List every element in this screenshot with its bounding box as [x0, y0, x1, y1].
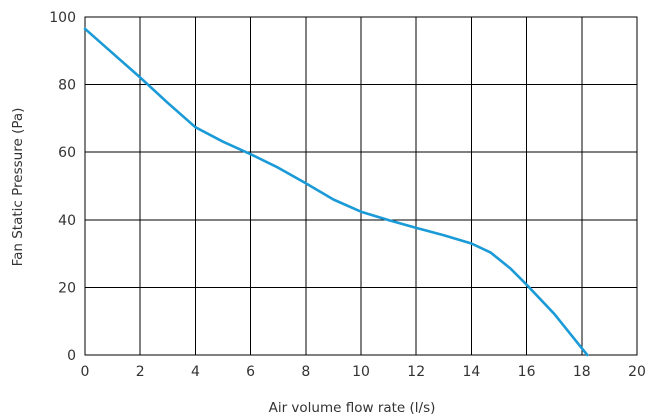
y-tick-label: 100 [49, 10, 76, 26]
data-point [581, 347, 583, 349]
y-tick-label: 0 [67, 348, 76, 364]
data-point [415, 227, 417, 229]
x-tick-label: 6 [246, 364, 255, 380]
x-tick-label: 4 [191, 364, 200, 380]
x-tick-label: 16 [518, 364, 536, 380]
data-point [525, 283, 527, 285]
data-point [470, 242, 472, 244]
data-point [194, 126, 196, 128]
plot-area-frame [84, 16, 638, 356]
data-point [167, 102, 169, 104]
series-layer [83, 27, 589, 357]
data-point [509, 267, 511, 269]
data-point [277, 167, 279, 169]
x-tick-label: 10 [352, 364, 370, 380]
data-point [490, 251, 492, 253]
data-point [222, 141, 224, 143]
x-axis-ticks: 0 2 4 6 8 10 12 14 16 18 20 [81, 364, 646, 380]
x-tick-label: 12 [407, 364, 425, 380]
data-point [305, 182, 307, 184]
x-tick-label: 14 [462, 364, 480, 380]
x-tick-label: 20 [628, 364, 646, 380]
x-axis-title: Air volume flow rate (l/s) [269, 400, 436, 416]
y-tick-label: 60 [58, 145, 76, 161]
y-tick-label: 40 [58, 213, 76, 229]
data-point [111, 52, 113, 54]
x-tick-label: 8 [301, 364, 310, 380]
x-tick-label: 18 [573, 364, 591, 380]
data-point [139, 76, 141, 78]
y-axis-ticks: 0 20 40 60 80 100 [49, 10, 76, 364]
data-point [332, 198, 334, 200]
data-point [387, 219, 389, 221]
data-point [360, 210, 362, 212]
y-axis-title: Fan Static Pressure (Pa) [10, 108, 26, 267]
data-point [249, 153, 251, 155]
data-point [553, 313, 555, 315]
data-point [84, 28, 86, 30]
grid [84, 16, 638, 356]
x-tick-label: 2 [136, 364, 145, 380]
y-tick-label: 80 [58, 78, 76, 94]
x-tick-label: 0 [81, 364, 90, 380]
y-tick-label: 20 [58, 280, 76, 296]
data-point [586, 354, 588, 356]
data-point [443, 234, 445, 236]
series-line [83, 27, 589, 357]
